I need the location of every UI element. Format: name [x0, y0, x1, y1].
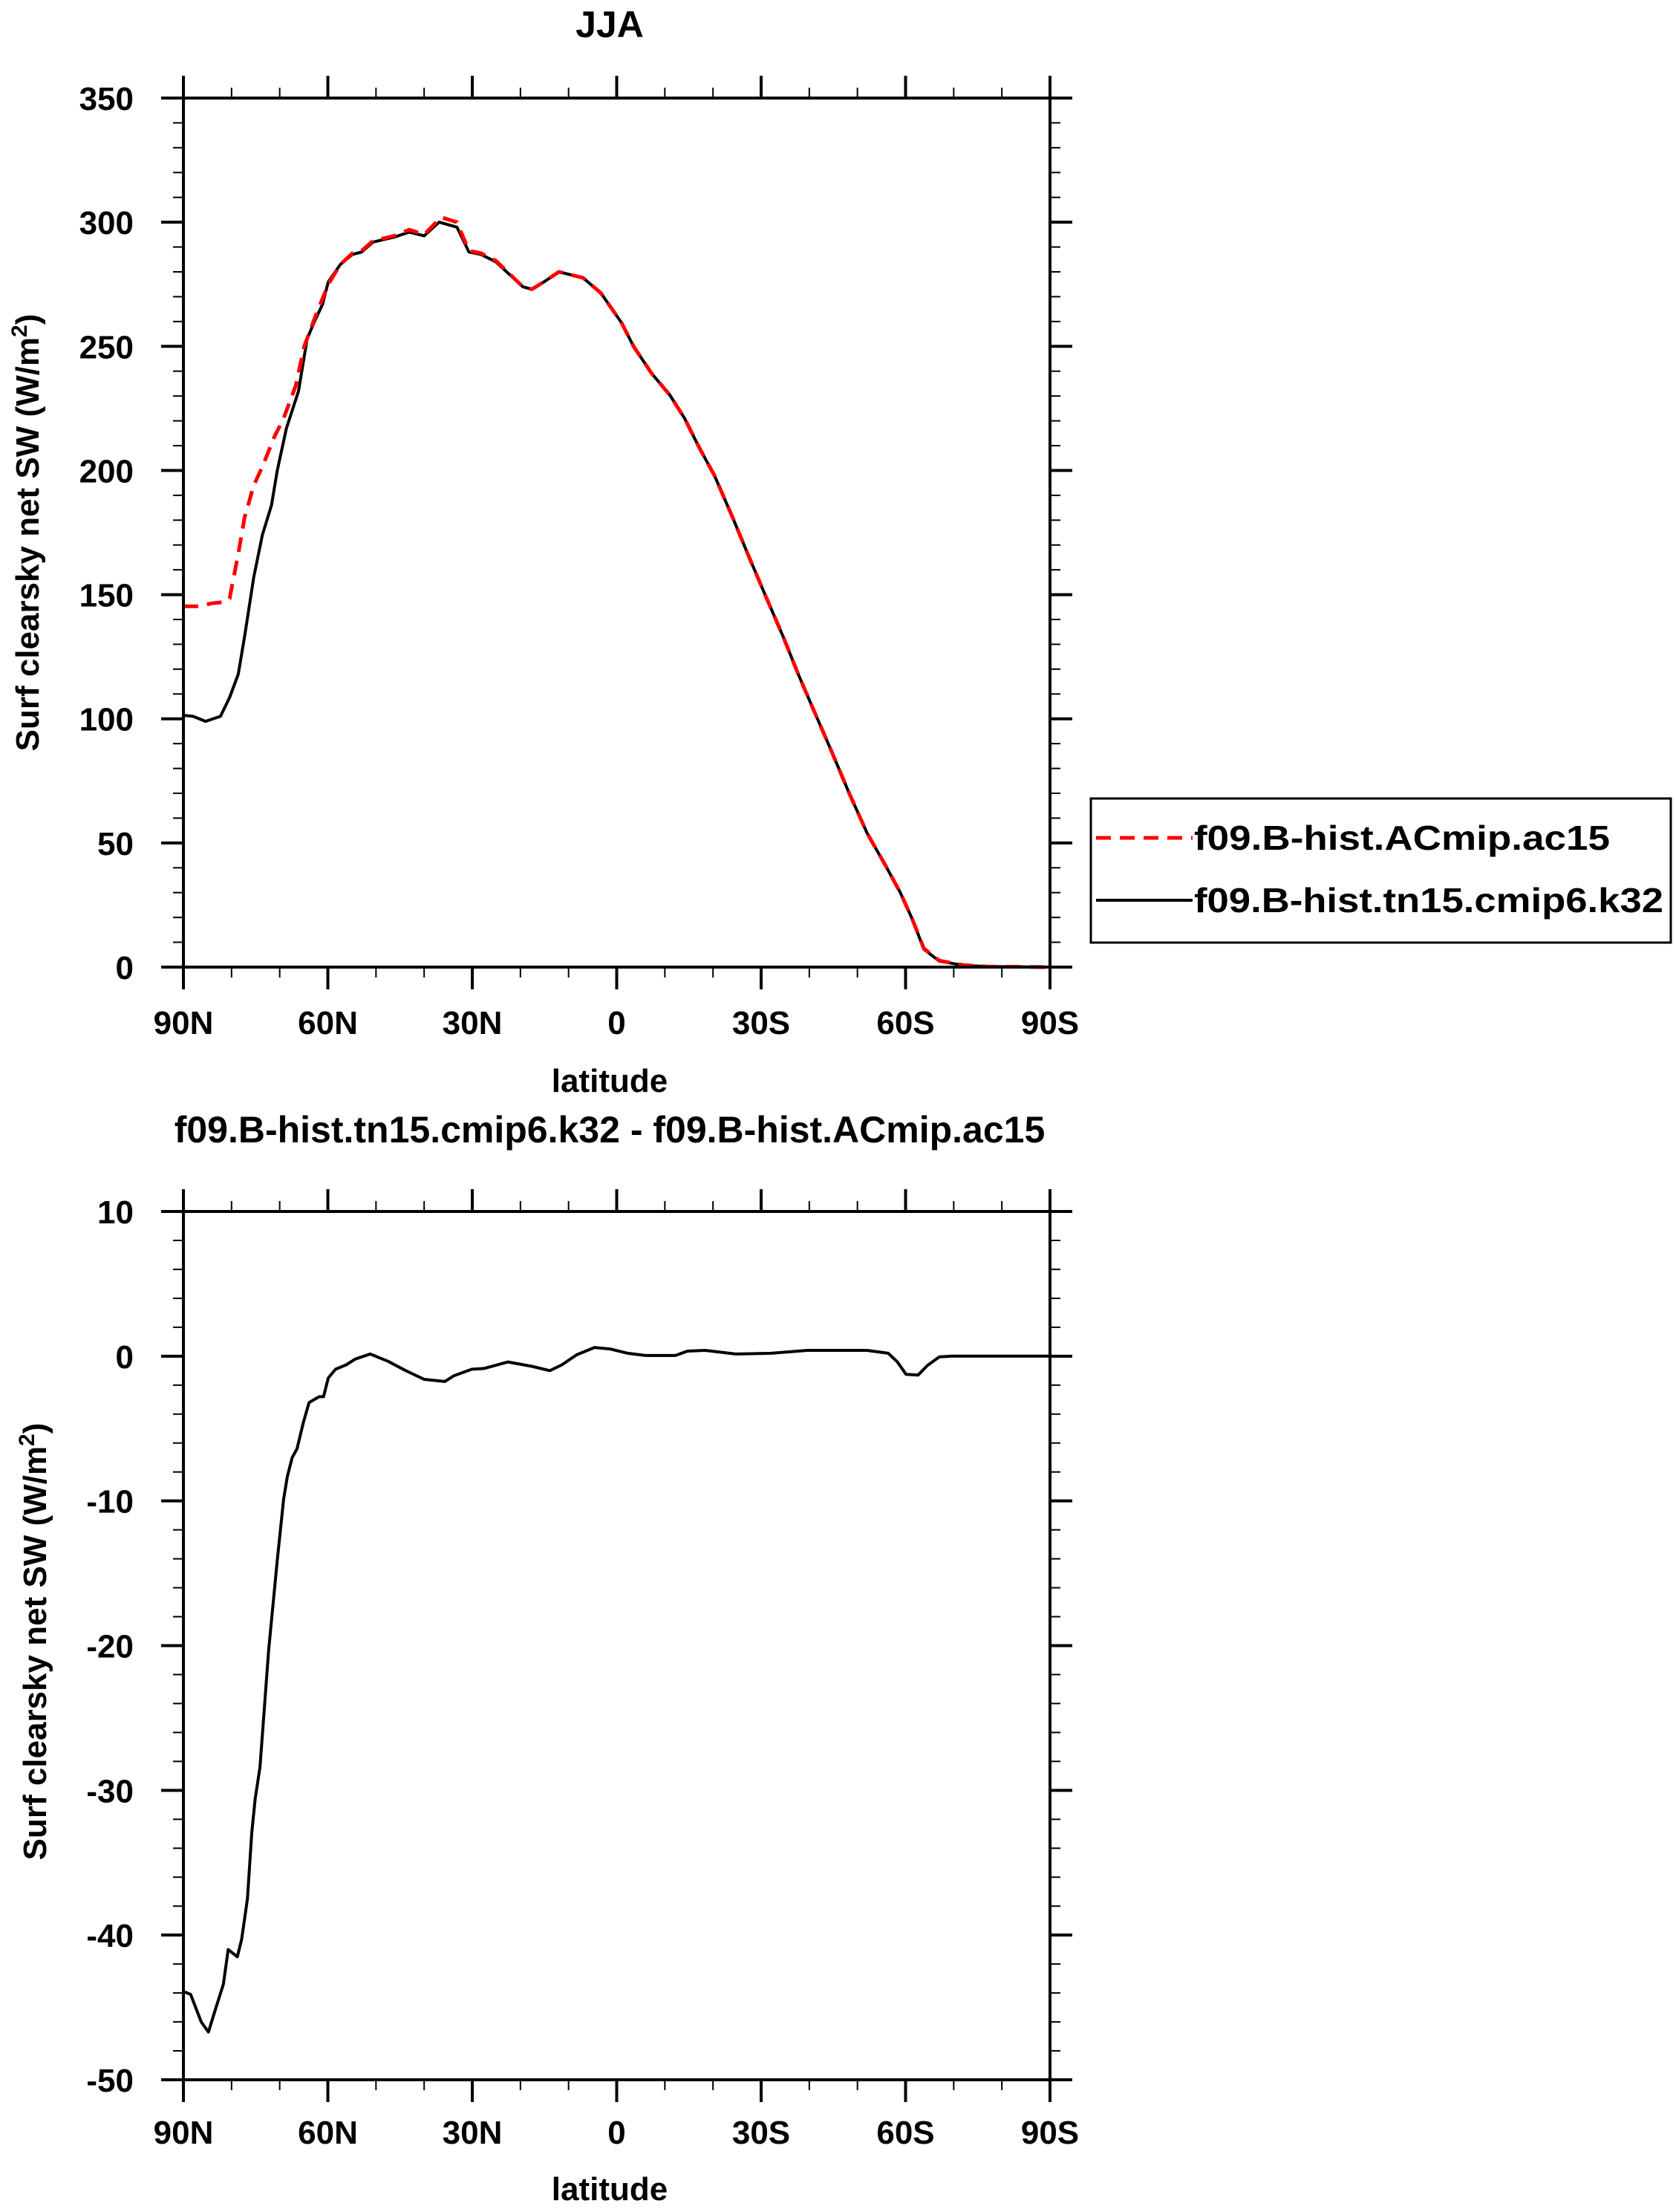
legend-label-tn15-cmip6-k32: f09.B-hist.tn15.cmip6.k32 — [1194, 881, 1663, 920]
x-tick-label: 30N — [443, 1005, 503, 1041]
y-tick-label: 200 — [79, 453, 134, 489]
top-panel-jja: JJA latitude Surf clearsky net SW (W/m2)… — [7, 4, 1079, 1099]
bottom-panel-title: f09.B-hist.tn15.cmip6.k32 - f09.B-hist.A… — [175, 1109, 1046, 1151]
plot-frame — [182, 1210, 1051, 2081]
top-y-axis-title-end: ) — [10, 314, 46, 325]
series-line-f09-b-hist-tn15-cmip6-k32 — [183, 221, 1051, 969]
legend: f09.B-hist.ACmip.ac15 f09.B-hist.tn15.cm… — [1089, 797, 1672, 944]
y-tick-label: 50 — [97, 826, 134, 862]
y-tick-label: -30 — [86, 1773, 134, 1809]
x-tick-label: 30N — [443, 2115, 503, 2151]
y-tick-label: 300 — [79, 205, 134, 241]
y-tick-label: -10 — [86, 1484, 134, 1520]
top-panel-title: JJA — [575, 4, 644, 45]
y-tick-label: 150 — [79, 578, 134, 614]
x-tick-label: 0 — [607, 1005, 625, 1041]
x-tick-label: 90N — [154, 2115, 214, 2151]
x-tick-label: 60N — [298, 1005, 358, 1041]
y-tick-label: 10 — [97, 1194, 134, 1231]
bottom-x-axis-title: latitude — [552, 2171, 668, 2208]
top-x-axis-title: latitude — [552, 1063, 668, 1099]
top-y-axis-title-sup: 2 — [7, 325, 32, 337]
x-tick-label: 60N — [298, 2115, 358, 2151]
plot-frame — [182, 97, 1051, 969]
bottom-y-axis-title-sup: 2 — [15, 1434, 39, 1446]
y-tick-label: 350 — [79, 81, 134, 117]
bottom-y-axis-title: Surf clearsky net SW (W/m2) — [15, 1423, 53, 1861]
x-tick-label: 30S — [732, 2115, 790, 2151]
legend-box — [1089, 797, 1672, 944]
x-tick-label: 90S — [1021, 1005, 1079, 1041]
x-tick-label: 90S — [1021, 2115, 1079, 2151]
legend-label-ACmip-ac15: f09.B-hist.ACmip.ac15 — [1194, 819, 1610, 857]
y-tick-label: 100 — [79, 702, 134, 738]
y-tick-label: 0 — [116, 950, 134, 986]
x-tick-label: 0 — [607, 2115, 625, 2151]
top-y-axis-title: Surf clearsky net SW (W/m2) — [7, 314, 46, 752]
y-tick-label: -20 — [86, 1629, 134, 1665]
y-tick-label: 0 — [116, 1339, 134, 1376]
y-tick-label: -40 — [86, 1918, 134, 1954]
top-y-axis-title-main: Surf clearsky net SW (W/m — [10, 337, 46, 751]
bottom-panel-difference: f09.B-hist.tn15.cmip6.k32 - f09.B-hist.A… — [15, 1109, 1079, 2208]
series-line-difference — [183, 1346, 1050, 2034]
y-tick-label: -50 — [86, 2063, 134, 2099]
x-tick-label: 30S — [732, 1005, 790, 1041]
bottom-y-axis-title-end: ) — [17, 1423, 53, 1434]
x-tick-label: 60S — [876, 2115, 934, 2151]
x-tick-label: 60S — [876, 1005, 934, 1041]
x-tick-label: 90N — [154, 1005, 214, 1041]
series-line-f09-b-hist-acmip-ac15 — [183, 215, 1051, 969]
y-tick-label: 250 — [79, 329, 134, 365]
bottom-y-axis-title-main: Surf clearsky net SW (W/m — [17, 1446, 53, 1860]
